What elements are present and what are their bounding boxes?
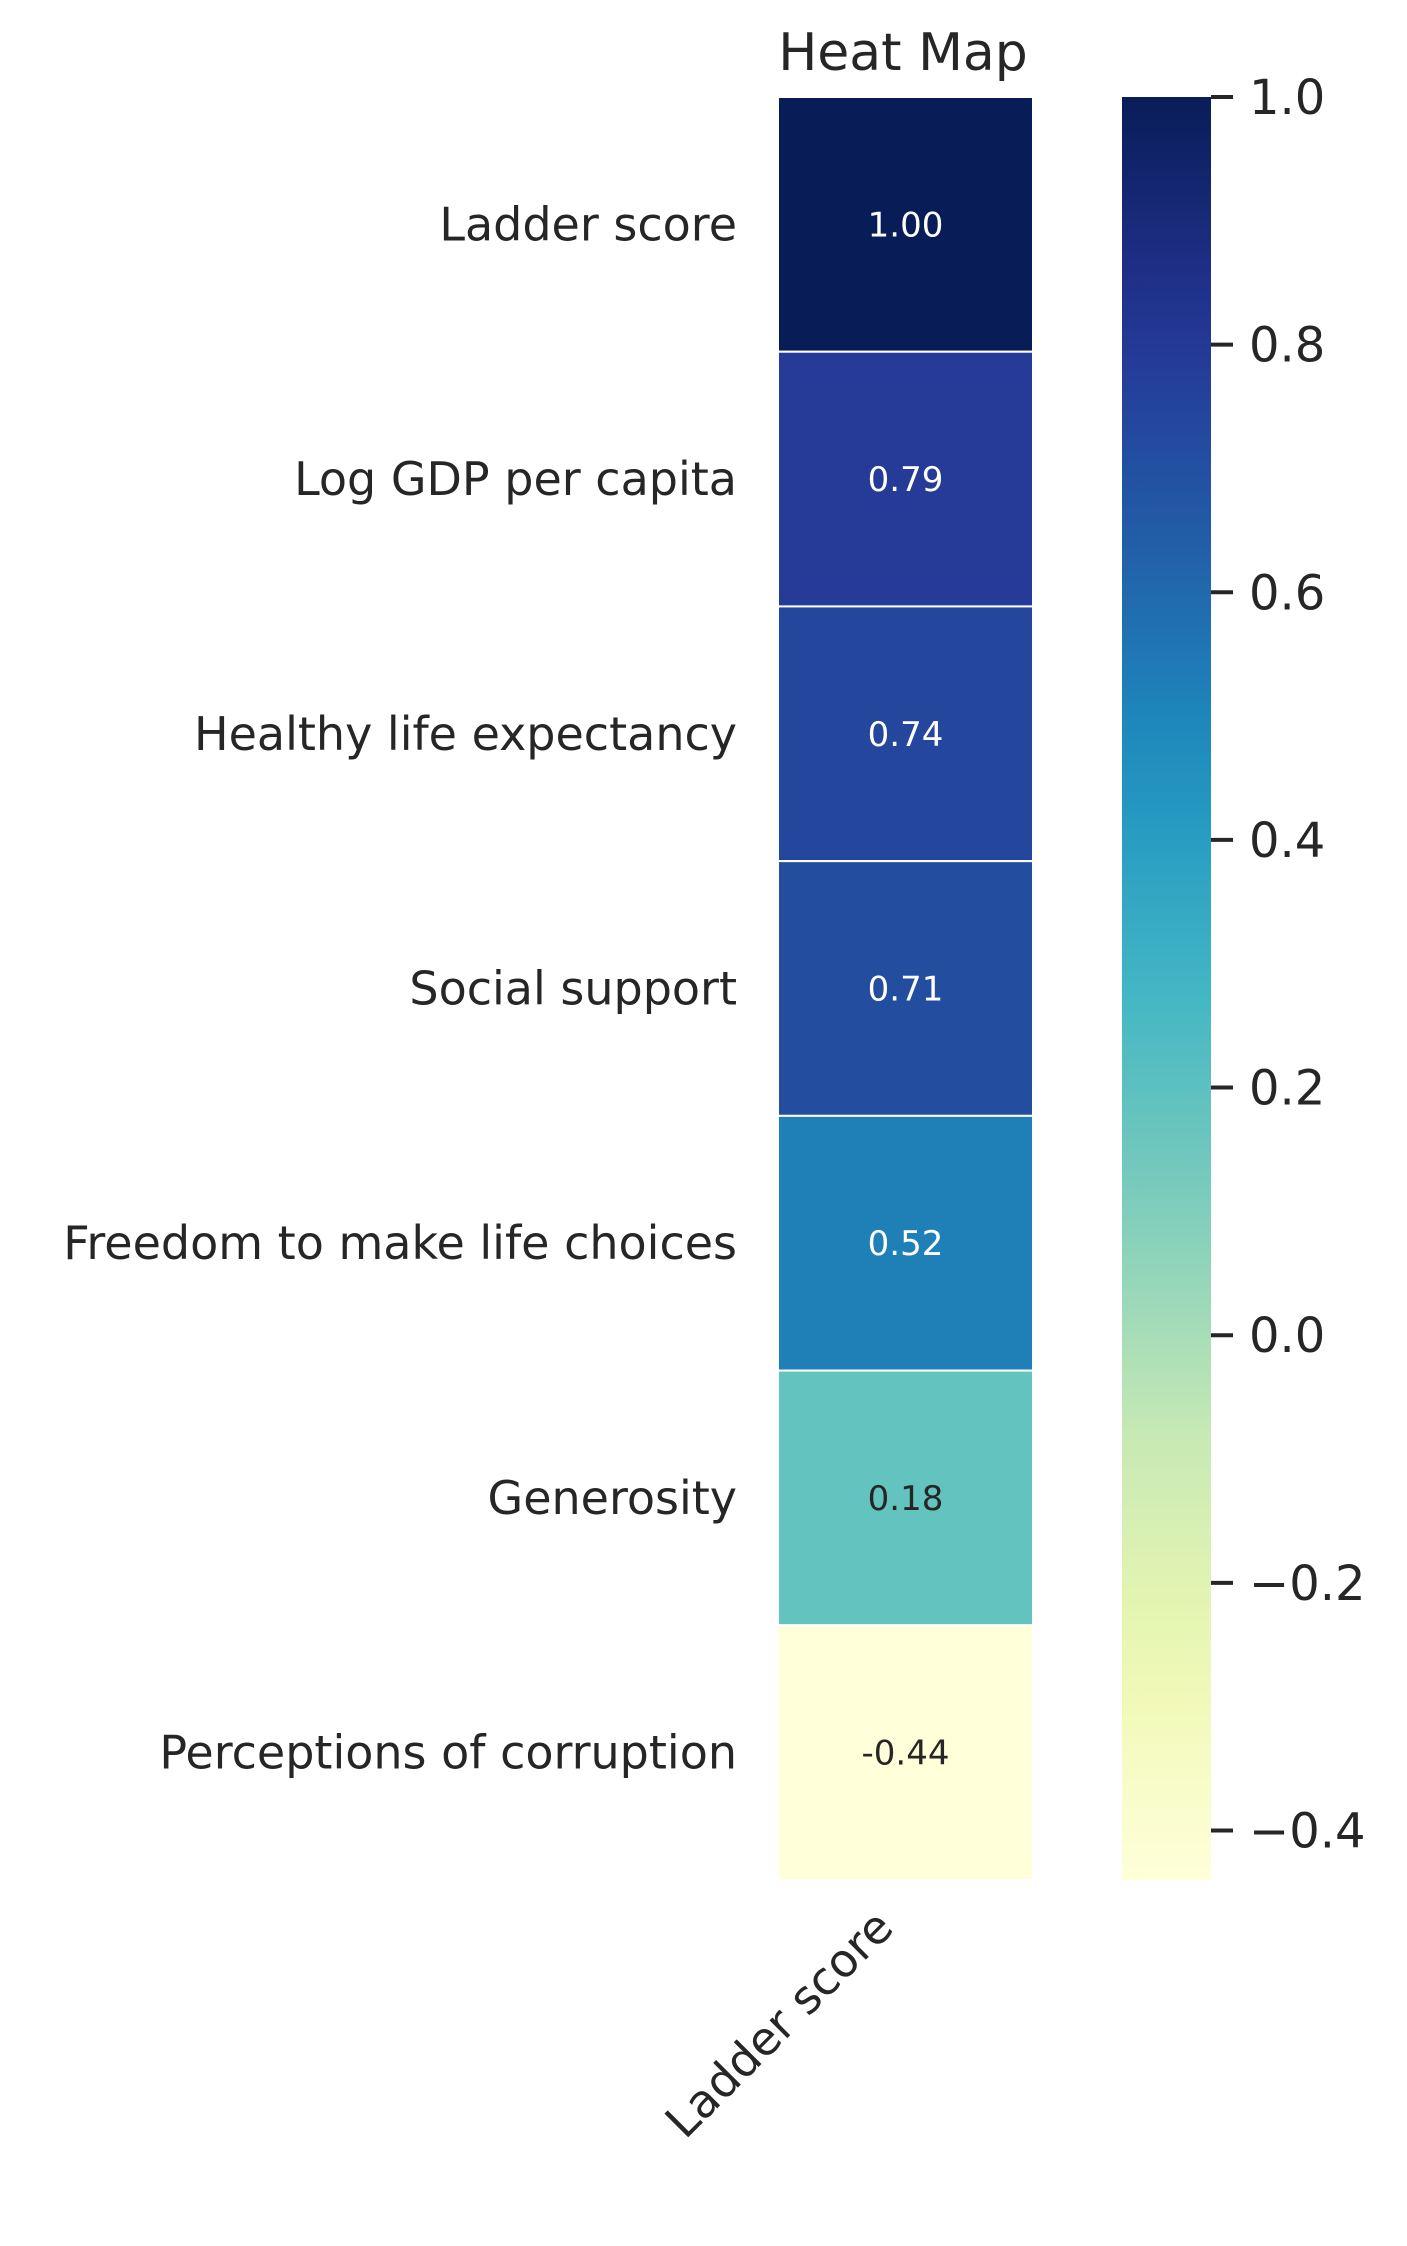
colorbar-tick-label: 0.8 <box>1249 318 1325 374</box>
row-label: Social support <box>409 962 737 1016</box>
colorbar-tick-label: 0.2 <box>1249 1061 1325 1117</box>
heatmap-cell <box>777 860 1034 1117</box>
colorbar-tick-label: −0.2 <box>1249 1556 1366 1612</box>
row-label: Log GDP per capita <box>294 452 737 506</box>
cell-value-label: 0.71 <box>868 970 944 1010</box>
column-labels: Ladder score <box>655 1900 904 2149</box>
row-label: Ladder score <box>439 197 737 251</box>
colorbar-gradient <box>1122 97 1211 1880</box>
chart-title: Heat Map <box>778 23 1028 83</box>
cell-value-label: 1.00 <box>868 205 944 245</box>
cell-value-label: 0.74 <box>868 715 944 755</box>
row-label: Generosity <box>488 1471 737 1525</box>
row-labels: Ladder score Log GDP per capita Healthy li… <box>63 197 737 1779</box>
heatmap-cells: 1.00 0.79 0.74 0.71 0.52 0.18 -0.44 <box>777 96 1034 1882</box>
heatmap-cell <box>777 350 1034 608</box>
cell-value-label: 0.79 <box>868 460 944 500</box>
colorbar-tick-label: 0.4 <box>1249 813 1325 869</box>
row-label: Healthy life expectancy <box>194 707 737 761</box>
colorbar: 1.0 0.8 0.6 0.4 0.2 0.0 −0.2 −0.4 <box>1122 70 1366 1880</box>
colorbar-tick-label: 0.6 <box>1249 565 1325 621</box>
heatmap-cell <box>777 1369 1034 1627</box>
row-label: Perceptions of corruption <box>159 1726 737 1780</box>
heatmap-cell <box>777 1624 1034 1882</box>
row-label: Freedom to make life choices <box>63 1216 737 1270</box>
colorbar-tick-label: 0.0 <box>1249 1308 1325 1364</box>
colorbar-tick-label: −0.4 <box>1249 1803 1366 1859</box>
column-label: Ladder score <box>655 1900 904 2149</box>
cell-value-label: -0.44 <box>862 1734 950 1774</box>
heatmap-cell <box>777 1114 1034 1372</box>
colorbar-tick-label: 1.0 <box>1249 70 1325 126</box>
heatmap-cell <box>777 605 1034 863</box>
cell-value-label: 0.52 <box>868 1224 944 1264</box>
cell-value-label: 0.18 <box>868 1479 944 1519</box>
heatmap-cell <box>777 96 1034 353</box>
